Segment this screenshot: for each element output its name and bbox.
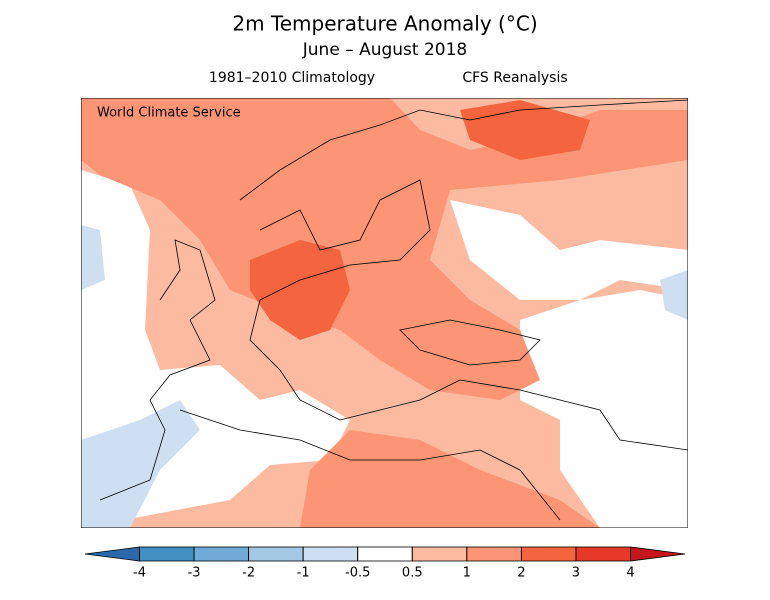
coastline	[179, 409, 561, 521]
cool-area	[660, 270, 688, 320]
source-label: CFS Reanalysis	[462, 70, 567, 86]
colorbar-tick-label: -0.5	[345, 566, 370, 581]
colorbar-segment	[193, 546, 250, 562]
warm-area	[81, 98, 688, 400]
colorbar-segment	[575, 546, 631, 562]
coastline	[249, 179, 688, 451]
coastline	[239, 99, 688, 201]
colorbar-extend-low	[84, 546, 140, 562]
colorbar-segment	[302, 546, 359, 562]
title: 2m Temperature Anomaly (°C)	[232, 12, 537, 36]
colorbar-segment	[139, 546, 195, 562]
colorbar-tick-label: 0.5	[402, 566, 423, 581]
colorbar-tick-label: -4	[133, 566, 146, 581]
neutral-area	[450, 200, 688, 300]
colorbar-tick-label: -1	[297, 566, 310, 581]
colorbar-tick-label: 2	[517, 566, 525, 581]
colorbar-segment	[466, 546, 522, 562]
colorbar-tick-label: -3	[188, 566, 201, 581]
colorbar-tick-label: 3	[572, 566, 580, 581]
colorbar-segment	[520, 546, 577, 562]
watermark: World Climate Service	[97, 106, 241, 121]
climatology-label: 1981–2010 Climatology	[209, 70, 375, 86]
neutral-area	[520, 290, 688, 528]
warm-area	[300, 430, 600, 528]
black-sea	[399, 319, 541, 366]
colorbar: -4 -3 -2 -1 -0.5 0.5 1 2 3 4	[84, 546, 686, 581]
hot-area	[250, 240, 350, 340]
colorbar-tick-label: 4	[626, 566, 634, 581]
cool-area	[81, 225, 105, 290]
colorbar-extend-high	[630, 546, 686, 562]
map	[81, 98, 688, 528]
colorbar-tick-label: 1	[463, 566, 471, 581]
coastline	[99, 239, 216, 501]
colorbar-segment	[411, 546, 468, 562]
colorbar-tick-label: -2	[242, 566, 255, 581]
hot-area	[460, 100, 590, 160]
subtitle: June – August 2018	[302, 40, 468, 60]
colorbar-segment	[357, 546, 413, 562]
colorbar-segment	[248, 546, 304, 562]
